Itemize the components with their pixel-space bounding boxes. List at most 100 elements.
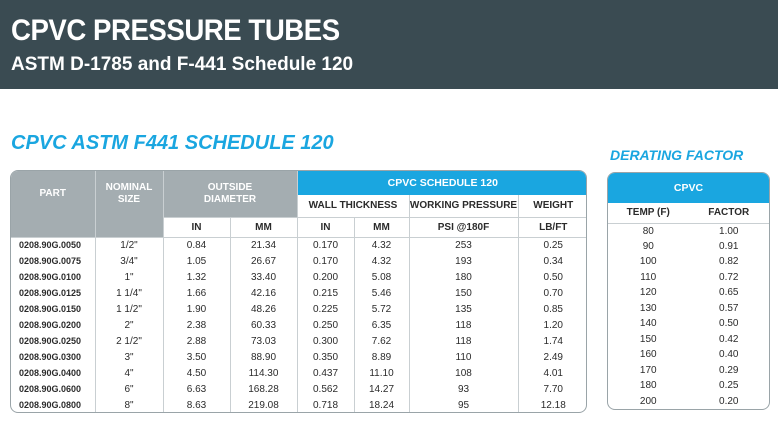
table-cell: 0208.90G.0050 bbox=[11, 237, 96, 253]
table-cell: 1/2" bbox=[95, 237, 164, 253]
derating-row: 180 0.25 bbox=[608, 378, 769, 394]
derating-row: 130 0.57 bbox=[608, 301, 769, 317]
table-cell: 0.42 bbox=[719, 333, 739, 345]
table-cell: 168.28 bbox=[230, 381, 298, 397]
table-cell: 100 bbox=[639, 256, 657, 268]
table-cell: 4.32 bbox=[354, 253, 410, 269]
table-cell: 0208.90G.0600 bbox=[11, 381, 96, 397]
derating-row: 150 0.42 bbox=[608, 332, 769, 348]
table-cell: 1.20 bbox=[543, 319, 563, 331]
group-cpvc-schedule-120: CPVC SCHEDULE 120 bbox=[297, 171, 586, 195]
section-title: CPVC ASTM F441 SCHEDULE 120 bbox=[11, 132, 334, 154]
table-cell: 0.82 bbox=[719, 256, 739, 268]
table-cell: 108 bbox=[409, 365, 519, 381]
unit-weight: LB/FT bbox=[518, 216, 586, 238]
page-title: CPVC PRESSURE TUBES bbox=[11, 14, 340, 47]
table-cell: 2" bbox=[95, 317, 164, 333]
table-cell: 0.562 bbox=[297, 381, 355, 397]
derating-row: 100 0.82 bbox=[608, 254, 769, 270]
col-factor: FACTOR bbox=[688, 203, 769, 224]
unit-blank bbox=[11, 217, 96, 238]
table-cell: 12.18 bbox=[540, 399, 566, 411]
table-cell: 0.225 bbox=[297, 301, 355, 317]
table-cell: 1" bbox=[95, 269, 164, 285]
col-outside-diameter: OUTSIDE DIAMETER bbox=[163, 171, 298, 217]
table-cell: 80 bbox=[642, 225, 654, 237]
table-cell: 0.50 bbox=[543, 271, 563, 283]
table-cell: 0.350 bbox=[297, 349, 355, 365]
table-cell: 8.89 bbox=[354, 349, 410, 365]
unit-wall-mm: MM bbox=[354, 216, 410, 238]
table-cell: 0.300 bbox=[297, 333, 355, 349]
table-row: 0208.90G.0050 1/2" 0.84 21.34 0.170 4.32 253 0.… bbox=[11, 237, 586, 253]
table-cell: 14.27 bbox=[354, 381, 410, 397]
table-row: 0208.90G.0400 4" 4.50 114.30 0.437 11.10 108 4.… bbox=[11, 365, 586, 381]
specs-table: PART NOMINAL SIZE OUTSIDE DIAMETER CPVC … bbox=[10, 170, 587, 413]
table-cell: 193 bbox=[409, 253, 519, 269]
table-cell: 253 bbox=[409, 237, 519, 253]
derating-row: 200 0.20 bbox=[608, 394, 769, 410]
table-cell: 110 bbox=[409, 349, 519, 365]
table-cell: 18.24 bbox=[354, 397, 410, 412]
table-cell: 0208.90G.0125 bbox=[11, 285, 96, 301]
table-cell: 0208.90G.0400 bbox=[11, 365, 96, 381]
table-cell: 4.32 bbox=[354, 237, 410, 253]
table-cell: 0208.90G.0300 bbox=[11, 349, 96, 365]
table-cell: 1.05 bbox=[163, 253, 231, 269]
table-cell: 0.200 bbox=[297, 269, 355, 285]
table-cell: 88.90 bbox=[230, 349, 298, 365]
unit-od-mm: MM bbox=[230, 216, 298, 238]
table-cell: 1.32 bbox=[163, 269, 231, 285]
table-cell: 73.03 bbox=[230, 333, 298, 349]
table-row: 0208.90G.0600 6" 6.63 168.28 0.562 14.27 93 7.7… bbox=[11, 381, 586, 397]
derating-row: 160 0.40 bbox=[608, 347, 769, 363]
table-cell: 0.25 bbox=[543, 239, 563, 251]
table-row: 0208.90G.0125 1 1/4" 1.66 42.16 0.215 5.46 150… bbox=[11, 285, 586, 301]
table-cell: 140 bbox=[639, 318, 657, 330]
table-cell: 4.01 bbox=[543, 367, 563, 379]
col-wall-thickness: WALL THICKNESS bbox=[297, 195, 410, 218]
derating-row: 170 0.29 bbox=[608, 363, 769, 379]
table-cell: 0.34 bbox=[543, 255, 563, 267]
table-cell: 3" bbox=[95, 349, 164, 365]
table-cell: 2.88 bbox=[163, 333, 231, 349]
table-cell: 0.50 bbox=[719, 318, 739, 330]
table-row: 0208.90G.0200 2" 2.38 60.33 0.250 6.35 118 1.20 bbox=[11, 317, 586, 333]
table-cell: 90 bbox=[642, 240, 654, 252]
derating-row: 120 0.65 bbox=[608, 285, 769, 301]
table-cell: 0.40 bbox=[719, 349, 739, 361]
table-cell: 1 1/4" bbox=[95, 285, 164, 301]
table-row: 0208.90G.0800 8" 8.63 219.08 0.718 18.24 95 12.… bbox=[11, 397, 586, 412]
table-cell: 6.35 bbox=[354, 317, 410, 333]
table-cell: 2.38 bbox=[163, 317, 231, 333]
table-cell: 0.170 bbox=[297, 253, 355, 269]
table-cell: 120 bbox=[639, 287, 657, 299]
table-cell: 0.70 bbox=[543, 287, 563, 299]
table-cell: 5.08 bbox=[354, 269, 410, 285]
table-cell: 0208.90G.0075 bbox=[11, 253, 96, 269]
table-cell: 4" bbox=[95, 365, 164, 381]
table-row: 0208.90G.0100 1" 1.32 33.40 0.200 5.08 180 0.50 bbox=[11, 269, 586, 285]
table-cell: 0.437 bbox=[297, 365, 355, 381]
table-cell: 0208.90G.0250 bbox=[11, 333, 96, 349]
table-cell: 200 bbox=[639, 395, 657, 407]
table-cell: 2.49 bbox=[543, 351, 563, 363]
units-row: IN MM IN MM PSI @180F LB/FT bbox=[11, 216, 586, 238]
table-cell: 0.72 bbox=[719, 271, 739, 283]
table-cell: 0.91 bbox=[719, 240, 739, 252]
table-cell: 5.46 bbox=[354, 285, 410, 301]
table-cell: 0.85 bbox=[543, 303, 563, 315]
table-row: 0208.90G.0150 1 1/2" 1.90 48.26 0.225 5.72 135… bbox=[11, 301, 586, 317]
unit-pressure: PSI @180F bbox=[409, 216, 519, 238]
table-cell: 11.10 bbox=[354, 365, 410, 381]
table-cell: 48.26 bbox=[230, 301, 298, 317]
table-cell: 0208.90G.0200 bbox=[11, 317, 96, 333]
table-cell: 33.40 bbox=[230, 269, 298, 285]
unit-od-in: IN bbox=[163, 216, 231, 238]
table-cell: 42.16 bbox=[230, 285, 298, 301]
table-cell: 95 bbox=[409, 397, 519, 412]
table-row: 0208.90G.0300 3" 3.50 88.90 0.350 8.89 110 2.49 bbox=[11, 349, 586, 365]
table-cell: 160 bbox=[639, 349, 657, 361]
table-cell: 8" bbox=[95, 397, 164, 412]
table-cell: 60.33 bbox=[230, 317, 298, 333]
